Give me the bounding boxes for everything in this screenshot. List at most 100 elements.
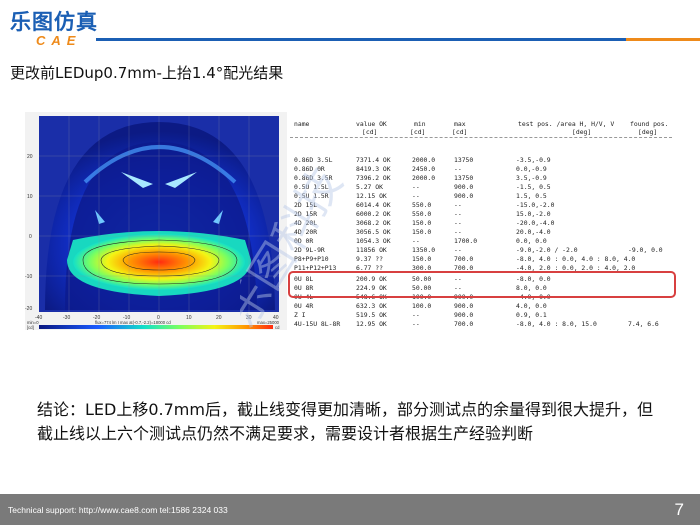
plot-info-max: max=25000 bbox=[257, 320, 280, 325]
cell-test: 3.5,-0.9 bbox=[516, 174, 547, 182]
cell-test: -15.0,-2.0 bbox=[516, 201, 555, 209]
logo-text: 乐图仿真 bbox=[10, 10, 98, 34]
cell-min: 550.0 bbox=[412, 210, 432, 218]
cell-test: -8.0, 0.0 bbox=[516, 275, 551, 283]
cell-test: -8.0, 4.0 : 0.0, 4.0 : 8.0, 4.0 bbox=[516, 255, 636, 263]
cell-min: 150.0 bbox=[412, 228, 432, 236]
table-row: P8+P9+P10 9.37 ?? 150.0 700.0 -8.0, 4.0 : 0.… bbox=[290, 255, 672, 264]
cell-name: 2D 9L-9R bbox=[294, 246, 325, 254]
plot-grid bbox=[39, 116, 279, 312]
cell-test: 1.5, 0.5 bbox=[516, 192, 547, 200]
cell-value: 1054.3 OK bbox=[356, 237, 391, 245]
cell-max: -- bbox=[454, 219, 462, 227]
cell-max: 900.0 bbox=[454, 192, 474, 200]
cell-test: -8.0, 4.0 : 8.0, 15.0 bbox=[516, 320, 597, 328]
table-row: 4D 20R 3056.5 OK 150.0 -- 20.0,-4.0 bbox=[290, 228, 672, 237]
cell-min: 50.00 bbox=[412, 275, 432, 283]
cell-min: 1350.0 bbox=[412, 246, 436, 254]
cell-test: -3.5,-0.9 bbox=[516, 156, 551, 164]
cell-value: 8419.3 OK bbox=[356, 165, 391, 173]
results-table: name value OK [cd] min [cd] max [cd] tes… bbox=[290, 114, 672, 330]
highlight-box bbox=[288, 271, 676, 298]
x-tick-label: -30 bbox=[63, 315, 70, 321]
contour-line bbox=[82, 239, 238, 285]
cell-value: 3056.5 OK bbox=[356, 228, 391, 236]
stray-spot bbox=[213, 210, 223, 224]
cell-value: 9.37 ?? bbox=[356, 255, 383, 263]
cell-max: -- bbox=[454, 210, 462, 218]
cell-min: 550.0 bbox=[412, 201, 432, 209]
cell-min: -- bbox=[412, 192, 420, 200]
table-row: 0.86D 3.5L 7371.4 OK 2000.0 13750 -3.5,-0.9 bbox=[290, 156, 672, 165]
cell-value: 632.3 OK bbox=[356, 302, 387, 310]
header-value-unit: [cd] bbox=[362, 128, 378, 136]
cell-max: 700.0 bbox=[454, 264, 474, 272]
cell-max: 13750 bbox=[454, 156, 474, 164]
y-tick-label: -10 bbox=[25, 274, 32, 280]
plot-info-flux: flux=774 lm I max at(-0.7,-2.2)=18000 cd bbox=[95, 320, 171, 325]
cell-max: -- bbox=[454, 284, 462, 292]
cell-value: 7371.4 OK bbox=[356, 156, 391, 164]
plot-info-max-unit: cd bbox=[275, 325, 280, 330]
header-bar: 乐图仿真 CAE bbox=[0, 0, 700, 52]
x-tick-label: -40 bbox=[35, 315, 42, 321]
cell-test: -1.5, 0.5 bbox=[516, 183, 551, 191]
x-tick-label: -20 bbox=[93, 315, 100, 321]
cell-test: -20.0,-4.0 bbox=[516, 219, 555, 227]
cell-min: 50.00 bbox=[412, 284, 432, 292]
table-row: 0.86D 3.5R 7396.2 OK 2000.0 13750 3.5,-0.9 bbox=[290, 174, 672, 183]
cell-name: 4U-15U 8L-8R bbox=[294, 320, 341, 328]
header-min-unit: [cd] bbox=[410, 128, 426, 136]
x-tick-label: 30 bbox=[246, 315, 252, 321]
x-tick-label: 0 bbox=[157, 315, 160, 321]
cell-min: 150.0 bbox=[412, 219, 432, 227]
header-value: value OK bbox=[356, 120, 387, 128]
table-row: 0.5U 1.5R 12.15 OK -- 900.0 1.5, 0.5 bbox=[290, 192, 672, 201]
cell-value: 3068.2 OK bbox=[356, 219, 391, 227]
table-row: 0.86D 0R 8419.3 OK 2450.0 -- 0.0,-0.9 bbox=[290, 165, 672, 174]
cell-min: 300.0 bbox=[412, 264, 432, 272]
logo-subtext: CAE bbox=[36, 33, 82, 48]
cell-name: 0U 4R bbox=[294, 302, 314, 310]
cell-min: 2450.0 bbox=[412, 165, 436, 173]
cell-value: 200.9 OK bbox=[356, 275, 387, 283]
cell-max: 700.0 bbox=[454, 255, 474, 263]
x-tick-label: 20 bbox=[216, 315, 222, 321]
cell-test: -9.0,-2.0 / -2.0 bbox=[516, 246, 578, 254]
table-row: 2D 15R 6000.2 OK 550.0 -- 15.0,-2.0 bbox=[290, 210, 672, 219]
cell-test: 0.9, 0.1 bbox=[516, 311, 547, 319]
table-row: 0U 4R 632.3 OK 100.0 900.0 4.0, 0.0 bbox=[290, 302, 672, 311]
footer-text: Technical support: http://www.cae8.com t… bbox=[8, 505, 228, 515]
header-max-unit: [cd] bbox=[452, 128, 468, 136]
cell-test: 8.0, 0.0 bbox=[516, 284, 547, 292]
cell-value: 5.27 OK bbox=[356, 183, 383, 191]
conclusion-text: 结论：LED上移0.7mm后，截止线变得更加清晰，部分测试点的余量得到很大提升，… bbox=[37, 400, 653, 443]
x-tick-label: 40 bbox=[273, 315, 279, 321]
cell-name: P8+P9+P10 bbox=[294, 255, 329, 263]
table-row: 0.5U 1.5L 5.27 OK -- 900.0 -1.5, 0.5 bbox=[290, 183, 672, 192]
header-line-orange bbox=[626, 38, 700, 41]
cell-max: -- bbox=[454, 165, 462, 173]
page-number: 7 bbox=[674, 500, 684, 519]
cell-min: -- bbox=[412, 237, 420, 245]
x-tick-label: -10 bbox=[123, 315, 130, 321]
cell-value: 7396.2 OK bbox=[356, 174, 391, 182]
y-tick-label: 0 bbox=[29, 234, 32, 240]
header-test-unit: [deg] bbox=[572, 128, 592, 136]
cell-min: -- bbox=[412, 320, 420, 328]
cell-test: 0.0,-0.9 bbox=[516, 165, 547, 173]
plot-info-unit: [cd] bbox=[27, 325, 34, 330]
header-found: found pos. bbox=[630, 120, 669, 128]
y-tick-label: 10 bbox=[27, 194, 33, 200]
stray-spot bbox=[95, 210, 105, 224]
table-row: P11+P12+P13 6.77 ?? 300.0 700.0 -4.0, 2.0 : … bbox=[290, 264, 672, 273]
cell-value: 12.95 OK bbox=[356, 320, 387, 328]
cell-found: -9.0, 0.0 bbox=[628, 246, 663, 254]
cell-name: 0U 8L bbox=[294, 275, 314, 283]
cell-max: 700.0 bbox=[454, 320, 474, 328]
y-tick-label: 20 bbox=[27, 154, 33, 160]
footer-bar: Technical support: http://www.cae8.com t… bbox=[0, 494, 700, 525]
header-test: test pos. /area H, H/V, V bbox=[518, 120, 615, 128]
cell-name: 0U 8R bbox=[294, 284, 314, 292]
cell-test: 4.0, 0.0 bbox=[516, 302, 547, 310]
